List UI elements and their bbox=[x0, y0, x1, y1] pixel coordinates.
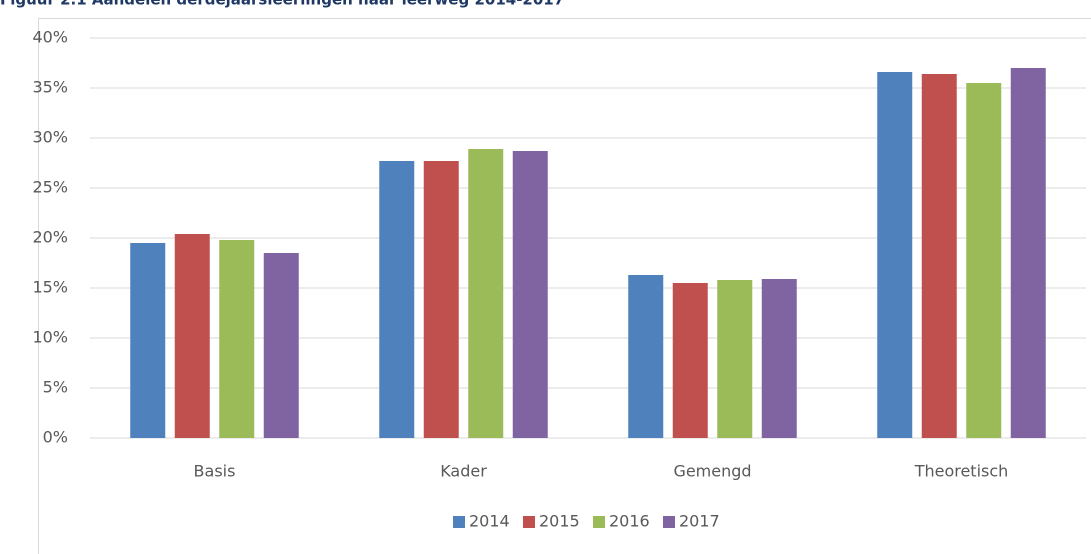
bar bbox=[263, 253, 299, 438]
bar bbox=[379, 161, 415, 438]
bar bbox=[717, 280, 753, 438]
x-tick-label: Kader bbox=[440, 462, 487, 481]
y-tick-label: 10% bbox=[32, 328, 68, 347]
legend-label: 2015 bbox=[539, 512, 580, 531]
legend-label: 2017 bbox=[679, 512, 720, 531]
legend-swatch bbox=[523, 516, 535, 528]
y-tick-label: 30% bbox=[32, 128, 68, 147]
y-tick-label: 35% bbox=[32, 78, 68, 97]
bar bbox=[761, 279, 797, 438]
bar bbox=[628, 275, 664, 438]
legend-label: 2016 bbox=[609, 512, 650, 531]
bar bbox=[1010, 68, 1046, 438]
y-tick-label: 40% bbox=[32, 28, 68, 47]
bar bbox=[468, 149, 504, 438]
y-tick-label: 5% bbox=[43, 378, 68, 397]
legend-swatch bbox=[663, 516, 675, 528]
bar bbox=[672, 283, 708, 438]
bar bbox=[877, 72, 913, 438]
x-tick-label: Gemengd bbox=[673, 462, 751, 481]
y-tick-label: 0% bbox=[43, 428, 68, 447]
x-tick-label: Theoretisch bbox=[914, 462, 1009, 481]
bar bbox=[921, 74, 957, 438]
legend-swatch bbox=[593, 516, 605, 528]
bar bbox=[130, 243, 166, 438]
bar bbox=[512, 151, 548, 438]
x-tick-label: Basis bbox=[194, 462, 236, 481]
chart-frame bbox=[38, 18, 1091, 554]
y-tick-label: 15% bbox=[32, 278, 68, 297]
bar bbox=[966, 83, 1002, 438]
y-tick-label: 20% bbox=[32, 228, 68, 247]
bar bbox=[174, 234, 210, 438]
chart-title: Figuur 2.1 Aandelen derdejaarsleerlingen… bbox=[0, 0, 564, 9]
legend-swatch bbox=[453, 516, 465, 528]
bar bbox=[423, 161, 459, 438]
y-tick-label: 25% bbox=[32, 178, 68, 197]
bar bbox=[219, 240, 255, 438]
legend-label: 2014 bbox=[469, 512, 510, 531]
